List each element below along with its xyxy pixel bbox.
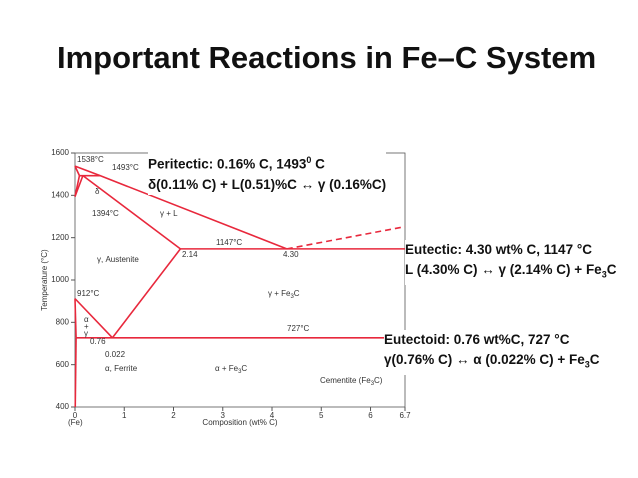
y-tick-label: 1000 xyxy=(51,275,69,284)
phase-label: 0.76 xyxy=(90,337,106,346)
text-part: 3 xyxy=(601,269,607,280)
phase-label: α xyxy=(84,315,89,324)
note-heading: Eutectoid: 0.76 wt%C, 727 °C xyxy=(384,332,570,347)
x-tick-label: 3 xyxy=(221,411,226,420)
text-part: C xyxy=(311,156,325,172)
eutectic-note: Eutectic: 4.30 wt% C, 1147 °C L (4.30% C… xyxy=(405,240,617,285)
phase-boundary xyxy=(111,248,182,339)
x-tick-label: 0 xyxy=(73,411,78,420)
label-part: 3 xyxy=(238,369,242,375)
text-part: C xyxy=(606,262,617,277)
phase-label: 0.022 xyxy=(105,350,126,359)
y-axis-label: Temperature (°C) xyxy=(40,249,49,311)
phase-boundary xyxy=(74,298,114,339)
phase-label: Cementite (Fe3C) xyxy=(320,376,383,386)
phase-boundary xyxy=(82,175,181,250)
slide-title: Important Reactions in Fe–C System xyxy=(57,40,597,75)
note-reaction: L (4.30% C) ↔ γ (2.14% C) + Fe3C xyxy=(405,260,616,285)
note-heading: Eutectic: 4.30 wt% C, 1147 °C xyxy=(405,242,592,257)
phase-boundary xyxy=(74,298,77,338)
phase-label: δ xyxy=(95,187,100,196)
label-part: C xyxy=(241,364,247,373)
phase-boundary xyxy=(74,165,81,176)
text-part: L (4.30% C) ↔ γ (2.14% C) + Fe xyxy=(405,262,602,277)
x-tick-label: 6 xyxy=(368,411,373,420)
peritectic-note: Peritectic: 0.16% C, 14930 C δ(0.11% C) … xyxy=(148,150,387,195)
note-reaction: γ(0.76% C) ↔ α (0.022% C) + Fe3C xyxy=(384,350,600,375)
x-axis-label: Composition (wt% C) xyxy=(202,418,277,427)
phase-label: α + Fe3C xyxy=(215,364,247,374)
phase-label: γ + Fe3C xyxy=(268,289,300,299)
y-tick-label: 1600 xyxy=(51,148,69,157)
label-part: 3 xyxy=(290,294,294,300)
x-tick-label: 5 xyxy=(319,411,324,420)
label-part: γ + Fe xyxy=(268,289,291,298)
text-part: Peritectic: 0.16% C, 1493 xyxy=(148,156,307,172)
text-part: C xyxy=(589,352,600,367)
x-origin-note: (Fe) xyxy=(68,418,83,427)
phase-label: γ + L xyxy=(160,209,178,218)
note-heading: Peritectic: 0.16% C, 14930 C xyxy=(148,150,386,175)
phase-label: 4.30 xyxy=(283,250,299,259)
phase-label: + xyxy=(84,322,89,331)
label-part: 3 xyxy=(371,381,375,387)
label-part: C) xyxy=(374,376,383,385)
phase-label: 1394°C xyxy=(92,209,119,218)
label-part: C xyxy=(294,289,300,298)
text-part: 0 xyxy=(306,155,312,165)
y-tick-label: 400 xyxy=(56,402,70,411)
phase-label: 727°C xyxy=(287,324,310,333)
y-tick-label: 600 xyxy=(56,360,70,369)
y-tick-label: 1400 xyxy=(51,190,69,199)
phase-boundary xyxy=(74,175,84,197)
y-tick-label: 800 xyxy=(56,317,70,326)
x-tick-label: 1 xyxy=(122,411,127,420)
phase-label: 912°C xyxy=(77,289,100,298)
x-tick-label: 6.7 xyxy=(399,411,411,420)
x-tick-label: 4 xyxy=(270,411,275,420)
phase-boundary xyxy=(286,225,406,250)
phase-label: γ xyxy=(84,329,88,338)
y-tick-label: 1200 xyxy=(51,233,69,242)
text-part: 3 xyxy=(584,359,590,370)
phase-label: α, Ferrite xyxy=(105,364,138,373)
note-reaction: δ(0.11% C) + L(0.51)%C ↔ γ (0.16%C) xyxy=(148,176,387,192)
text-part: γ(0.76% C) ↔ α (0.022% C) + Fe xyxy=(384,352,585,367)
phase-label: 2.14 xyxy=(182,250,198,259)
eutectoid-note: Eutectoid: 0.76 wt%C, 727 °C γ(0.76% C) … xyxy=(384,330,600,375)
phase-label: 1538°C xyxy=(77,155,104,164)
x-tick-label: 2 xyxy=(171,411,176,420)
phase-label: 1493°C xyxy=(112,163,139,172)
label-part: Cementite (Fe xyxy=(320,376,371,385)
phase-boundary xyxy=(74,337,77,408)
phase-label: 1147°C xyxy=(216,238,242,247)
phase-label: γ, Austenite xyxy=(97,255,139,264)
label-part: α + Fe xyxy=(215,364,239,373)
